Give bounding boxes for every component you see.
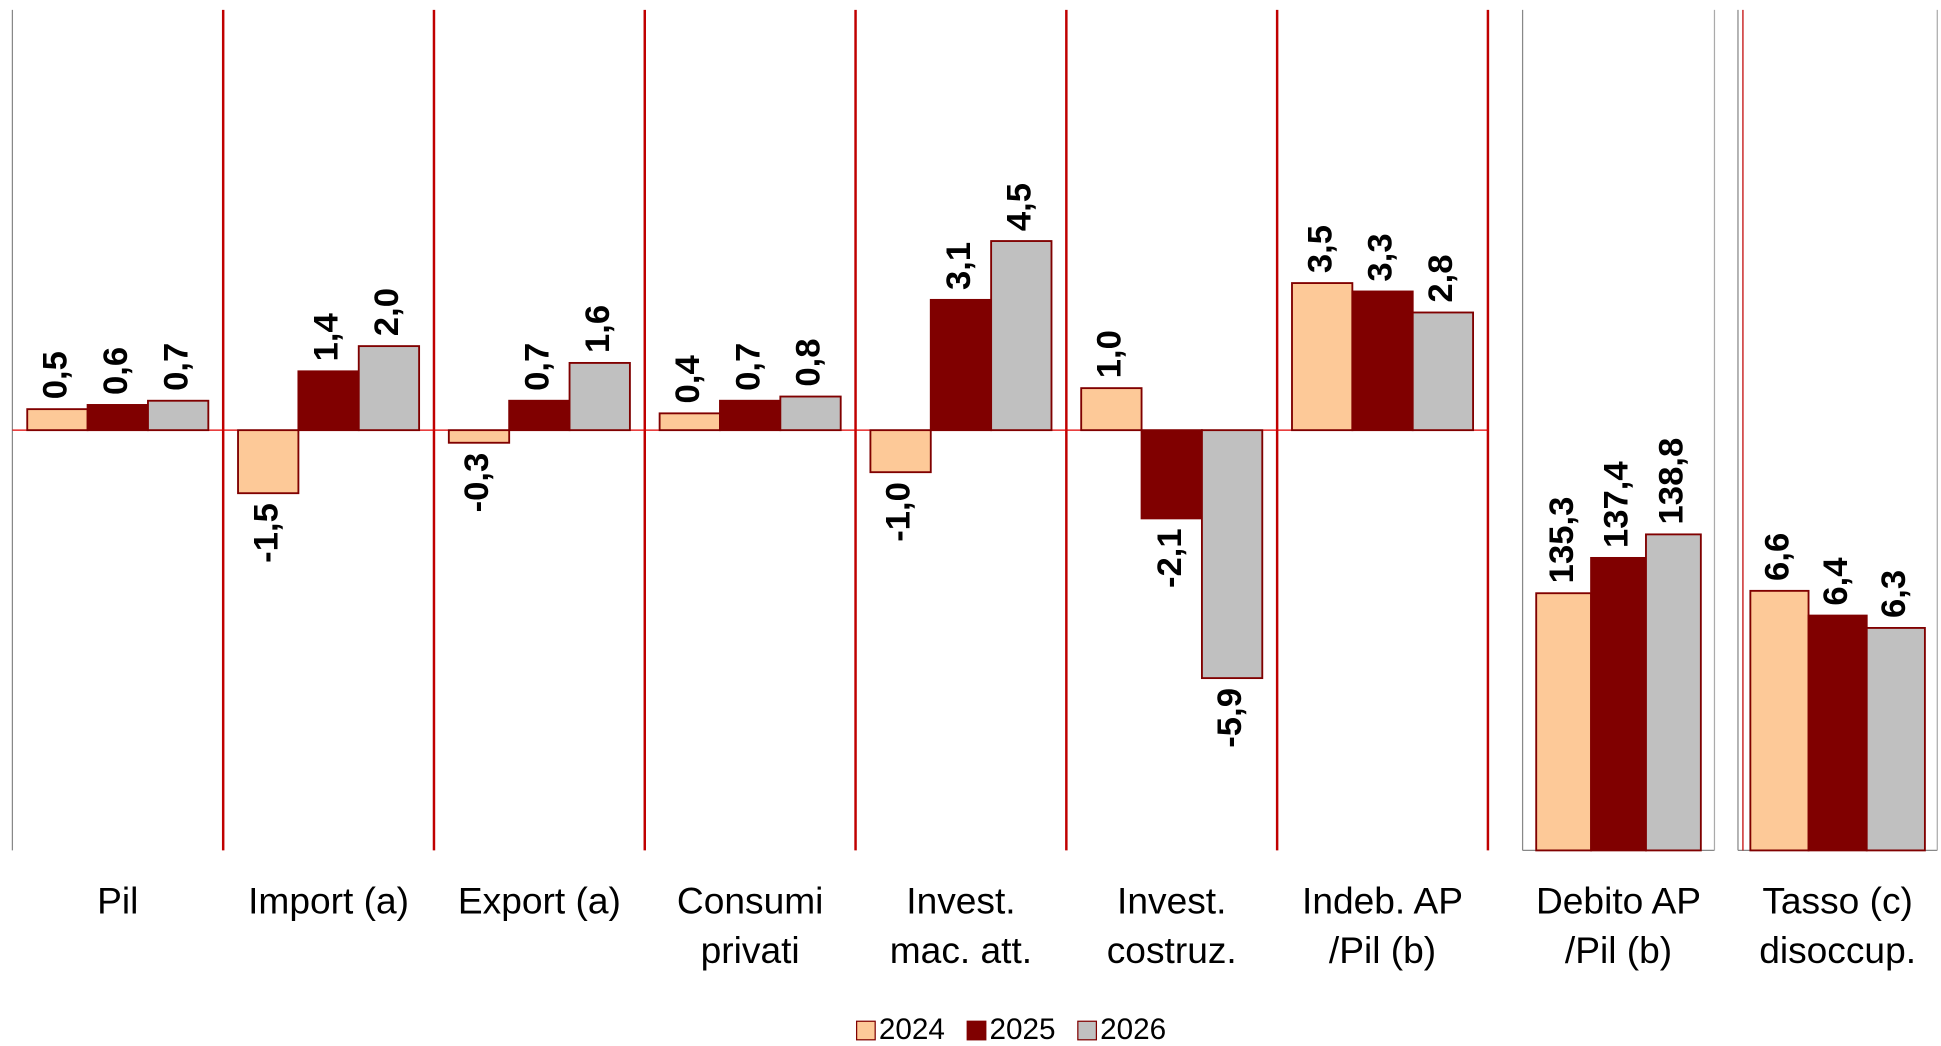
value-label: 3,3 — [1362, 233, 1400, 281]
bar — [779, 395, 842, 432]
value-label: 2,8 — [1422, 254, 1460, 302]
value-label: 0,6 — [97, 347, 135, 395]
bar — [568, 361, 631, 432]
category-label: Debito AP — [1536, 880, 1701, 922]
category-label: Tasso (c) — [1762, 880, 1913, 922]
bar — [1411, 311, 1475, 432]
bar — [1291, 282, 1354, 432]
bar — [1351, 290, 1414, 432]
value-label: 2,0 — [368, 288, 406, 336]
category-label: disoccup. — [1759, 929, 1916, 971]
category-label: Indeb. AP — [1302, 880, 1463, 922]
bar — [1749, 589, 1810, 852]
bar — [1865, 626, 1926, 852]
bar — [1535, 592, 1593, 852]
category-label: Import (a) — [248, 880, 409, 922]
bar — [719, 399, 782, 432]
value-label: 6,3 — [1875, 570, 1913, 618]
legend-label: 2026 — [1100, 1013, 1166, 1046]
value-label: -0,3 — [458, 453, 496, 513]
category-label: Consumi — [677, 880, 824, 922]
value-label: 3,1 — [940, 242, 978, 290]
legend-label: 2024 — [879, 1013, 945, 1046]
bar — [990, 240, 1053, 432]
bar — [357, 345, 421, 432]
category-label: Invest. — [906, 880, 1015, 922]
value-label: 0,5 — [37, 351, 75, 399]
value-label: -1,5 — [247, 503, 285, 563]
bar — [658, 412, 721, 432]
category-label: costruz. — [1107, 929, 1237, 971]
value-label: -2,1 — [1151, 528, 1189, 588]
bar — [147, 399, 210, 432]
category-label: Pil — [97, 880, 138, 922]
value-label: 0,7 — [157, 343, 195, 391]
value-label: 1,0 — [1091, 330, 1129, 378]
bar — [1200, 429, 1264, 680]
value-label: 0,8 — [790, 338, 828, 386]
value-label: 0,7 — [729, 343, 767, 391]
legend-label: 2025 — [990, 1013, 1056, 1046]
value-label: 137,4 — [1598, 461, 1636, 548]
value-label: -5,9 — [1211, 688, 1249, 748]
legend-swatch — [1077, 1020, 1098, 1041]
bar — [508, 399, 571, 432]
bar — [1140, 429, 1203, 520]
bar — [297, 370, 360, 432]
value-label: 1,6 — [579, 305, 617, 353]
legend-swatch — [855, 1020, 876, 1041]
bar — [26, 408, 89, 432]
value-label: 6,4 — [1817, 557, 1855, 606]
value-label: -1,0 — [880, 482, 918, 542]
bar — [1645, 533, 1702, 852]
category-label: Invest. — [1117, 880, 1226, 922]
bar — [929, 298, 993, 432]
category-label: mac. att. — [890, 929, 1032, 971]
bar — [447, 429, 511, 444]
value-label: 4,5 — [1000, 183, 1038, 231]
bar — [237, 429, 300, 495]
value-label: 0,7 — [519, 343, 557, 391]
bar — [1807, 614, 1868, 852]
legend-swatch — [966, 1020, 987, 1041]
bar — [1590, 556, 1647, 852]
category-label: privati — [701, 929, 800, 971]
bar — [86, 404, 149, 432]
value-label: 0,4 — [669, 355, 707, 404]
bar — [869, 429, 932, 474]
value-label: 3,5 — [1301, 225, 1339, 273]
category-label: Export (a) — [458, 880, 621, 922]
bar — [1080, 387, 1143, 432]
value-label: 1,4 — [308, 313, 346, 362]
value-label: 135,3 — [1543, 497, 1581, 584]
value-label: 6,6 — [1759, 533, 1797, 581]
category-label: /Pil (b) — [1329, 929, 1436, 971]
category-label: /Pil (b) — [1565, 929, 1672, 971]
value-label: 138,8 — [1653, 438, 1691, 525]
